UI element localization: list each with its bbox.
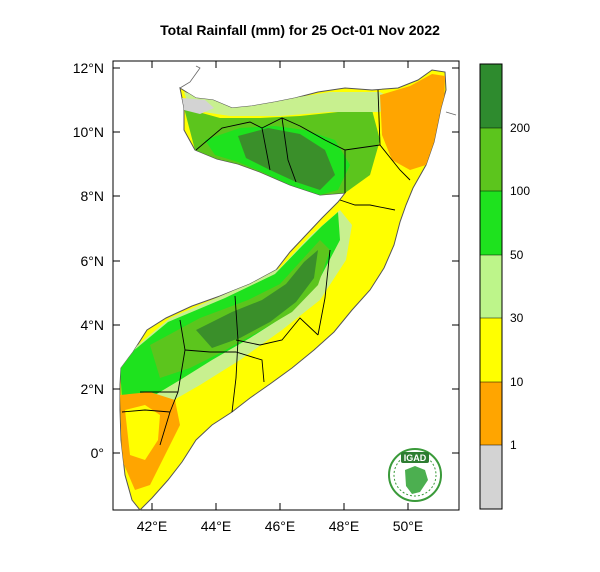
colorbar-swatch-30-50 <box>480 255 502 318</box>
colorbar-label-200: 200 <box>510 121 530 135</box>
colorbar-label-100: 100 <box>510 184 530 198</box>
colorbar-label-30: 30 <box>510 311 524 325</box>
colorbar-swatch-below-1 <box>480 445 502 509</box>
lat-label-10n: 10°N <box>73 124 104 140</box>
zone-200-south <box>196 250 318 348</box>
lat-label-0: 0° <box>91 445 104 461</box>
lon-ticks <box>151 61 409 510</box>
lat-ticks <box>113 67 459 454</box>
zone-north-coast <box>184 92 395 116</box>
africa-map-icon <box>405 466 428 494</box>
colorbar-label-10: 10 <box>510 375 524 389</box>
lon-label-42e: 42°E <box>137 518 168 534</box>
neighbour-borders <box>179 65 457 116</box>
lon-label-50e: 50°E <box>393 518 424 534</box>
colorbar-swatch-10-30 <box>480 318 502 382</box>
igad-logo-text: IGAD <box>404 453 427 463</box>
admin-boundaries <box>121 89 411 446</box>
colorbar-label-50: 50 <box>510 248 524 262</box>
zone-200-north <box>238 128 335 190</box>
zone-1-10-northeast <box>380 74 445 170</box>
lat-label-6n: 6°N <box>81 253 105 269</box>
colorbar: 200 100 50 30 10 1 <box>479 63 530 510</box>
colorbar-label-1: 1 <box>510 438 517 452</box>
igad-logo-banner <box>401 452 429 463</box>
igad-logo: IGAD <box>388 448 442 502</box>
colorbar-swatch-50-100 <box>480 191 502 255</box>
lat-label-12n: 12°N <box>73 60 104 76</box>
lon-label-46e: 46°E <box>265 518 296 534</box>
lat-label-2n: 2°N <box>81 381 105 397</box>
map-title: Total Rainfall (mm) for 25 Oct-01 Nov 20… <box>160 22 440 38</box>
colorbar-swatch-1-10 <box>480 382 502 445</box>
zone-no-rain <box>182 98 214 114</box>
zone-10-30-south <box>125 405 160 460</box>
lon-label-44e: 44°E <box>201 518 232 534</box>
lat-label-8n: 8°N <box>81 188 105 204</box>
colorbar-swatch-above-200 <box>480 64 502 128</box>
lat-label-4n: 4°N <box>81 317 105 333</box>
colorbar-swatch-100-200 <box>480 128 502 191</box>
lon-label-48e: 48°E <box>329 518 360 534</box>
